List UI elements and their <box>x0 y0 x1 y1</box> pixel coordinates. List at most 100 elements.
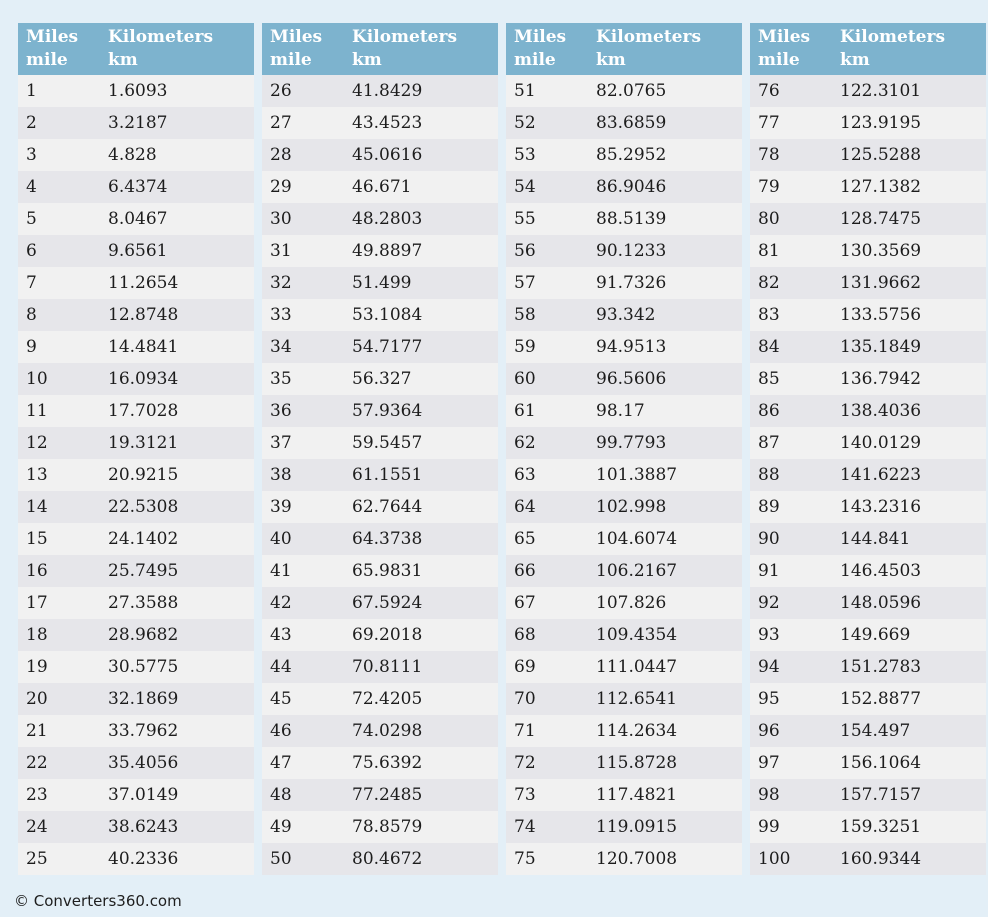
table-row: 26 41.8429 <box>262 75 498 107</box>
miles-value: 17 <box>26 593 48 613</box>
km-value: 160.9344 <box>840 849 922 869</box>
km-value: 154.497 <box>840 721 911 741</box>
table-row: 44 70.8111 <box>262 651 498 683</box>
miles-value: 64 <box>514 497 536 517</box>
table-row: 58 93.342 <box>506 299 742 331</box>
miles-value: 2 <box>26 113 37 133</box>
table-row: 64 102.998 <box>506 491 742 523</box>
km-value: 151.2783 <box>840 657 922 677</box>
km-value: 104.6074 <box>596 529 678 549</box>
miles-value: 36 <box>270 401 292 421</box>
kilometers-header-unit: km <box>596 50 626 70</box>
miles-value: 53 <box>514 145 536 165</box>
miles-value: 73 <box>514 785 536 805</box>
miles-value: 94 <box>758 657 780 677</box>
km-value: 32.1869 <box>108 689 179 709</box>
km-value: 51.499 <box>352 273 412 293</box>
km-value: 133.5756 <box>840 305 922 325</box>
miles-value: 49 <box>270 817 292 837</box>
km-value: 54.7177 <box>352 337 423 357</box>
miles-value: 6 <box>26 241 37 261</box>
table-row: 40 64.3738 <box>262 523 498 555</box>
table-row: 27 43.4523 <box>262 107 498 139</box>
km-value: 61.1551 <box>352 465 423 485</box>
miles-value: 47 <box>270 753 292 773</box>
km-value: 112.6541 <box>596 689 678 709</box>
km-value: 101.3887 <box>596 465 678 485</box>
table-row: 63 101.3887 <box>506 459 742 491</box>
km-value: 14.4841 <box>108 337 179 357</box>
miles-value: 27 <box>270 113 292 133</box>
table-row: 28 45.0616 <box>262 139 498 171</box>
km-value: 85.2952 <box>596 145 667 165</box>
table-row: 89 143.2316 <box>750 491 986 523</box>
miles-value: 67 <box>514 593 536 613</box>
table-row: 49 78.8579 <box>262 811 498 843</box>
miles-value: 81 <box>758 241 780 261</box>
miles-value: 50 <box>270 849 292 869</box>
miles-value: 65 <box>514 529 536 549</box>
km-value: 56.327 <box>352 369 412 389</box>
miles-value: 21 <box>26 721 48 741</box>
miles-km-table-2: Miles mile Kilometers km 26 41.8429 27 43.4… <box>262 23 498 875</box>
miles-value: 24 <box>26 817 48 837</box>
km-value: 156.1064 <box>840 753 922 773</box>
km-value: 123.9195 <box>840 113 922 133</box>
km-value: 98.17 <box>596 401 645 421</box>
miles-header-unit: mile <box>270 50 312 70</box>
km-value: 30.5775 <box>108 657 179 677</box>
table-header: Miles mile Kilometers km <box>750 23 986 75</box>
km-value: 72.4205 <box>352 689 423 709</box>
km-value: 37.0149 <box>108 785 179 805</box>
miles-value: 3 <box>26 145 37 165</box>
table-row: 91 146.4503 <box>750 555 986 587</box>
km-value: 159.3251 <box>840 817 922 837</box>
table-row: 33 53.1084 <box>262 299 498 331</box>
km-value: 138.4036 <box>840 401 922 421</box>
km-value: 130.3569 <box>840 241 922 261</box>
miles-km-table-4: Miles mile Kilometers km 76 122.3101 77 123… <box>750 23 986 875</box>
table-row: 68 109.4354 <box>506 619 742 651</box>
miles-header-unit: mile <box>26 50 68 70</box>
miles-value: 7 <box>26 273 37 293</box>
table-header: Miles mile Kilometers km <box>262 23 498 75</box>
km-value: 70.8111 <box>352 657 423 677</box>
table-row: 42 67.5924 <box>262 587 498 619</box>
km-value: 136.7942 <box>840 369 922 389</box>
miles-value: 13 <box>26 465 48 485</box>
km-value: 127.1382 <box>840 177 922 197</box>
table-row: 36 57.9364 <box>262 395 498 427</box>
miles-value: 77 <box>758 113 780 133</box>
table-row: 82 131.9662 <box>750 267 986 299</box>
table-row: 38 61.1551 <box>262 459 498 491</box>
table-row: 46 74.0298 <box>262 715 498 747</box>
miles-value: 10 <box>26 369 48 389</box>
table-row: 85 136.7942 <box>750 363 986 395</box>
table-body: 76 122.3101 77 123.9195 78 125.5288 79 127.1382… <box>750 75 986 875</box>
miles-value: 29 <box>270 177 292 197</box>
table-row: 18 28.9682 <box>18 619 254 651</box>
km-value: 88.5139 <box>596 209 667 229</box>
km-value: 135.1849 <box>840 337 922 357</box>
miles-header-label: Miles <box>514 27 567 47</box>
table-row: 13 20.9215 <box>18 459 254 491</box>
km-value: 78.8579 <box>352 817 423 837</box>
miles-value: 89 <box>758 497 780 517</box>
table-row: 9 14.4841 <box>18 331 254 363</box>
miles-column-header: Miles mile <box>18 26 100 75</box>
table-row: 8 12.8748 <box>18 299 254 331</box>
miles-value: 5 <box>26 209 37 229</box>
miles-value: 90 <box>758 529 780 549</box>
table-row: 43 69.2018 <box>262 619 498 651</box>
miles-value: 48 <box>270 785 292 805</box>
miles-value: 44 <box>270 657 292 677</box>
miles-value: 60 <box>514 369 536 389</box>
table-row: 55 88.5139 <box>506 203 742 235</box>
miles-value: 31 <box>270 241 292 261</box>
table-body: 26 41.8429 27 43.4523 28 45.0616 29 46.671 30 48.… <box>262 75 498 875</box>
miles-value: 100 <box>758 849 791 869</box>
km-value: 59.5457 <box>352 433 423 453</box>
km-value: 45.0616 <box>352 145 423 165</box>
table-row: 69 111.0447 <box>506 651 742 683</box>
